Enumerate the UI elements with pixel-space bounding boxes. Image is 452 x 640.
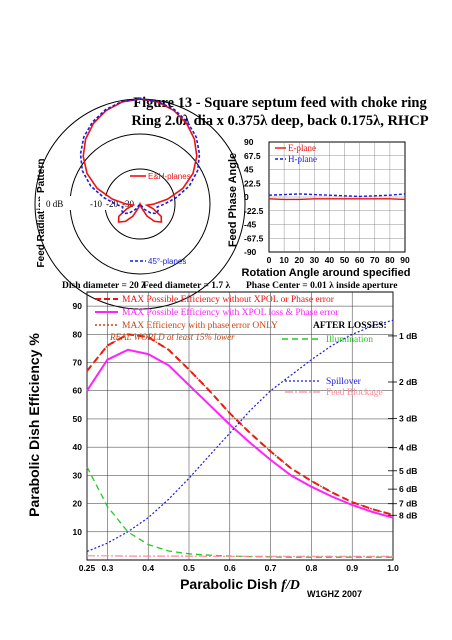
polar-ring-label: -10 xyxy=(90,199,102,209)
phase-ytick-label: 22.5 xyxy=(244,178,261,188)
eff-xtick-label: 0.9 xyxy=(346,563,358,573)
eff-ytick-label: 70 xyxy=(73,358,83,368)
phase-ytick-label: -90 xyxy=(244,247,257,257)
after-losses-title: AFTER LOSSES: xyxy=(313,321,387,331)
phase-xtick-label: 30 xyxy=(310,255,320,265)
phase-ytick-label: 45 xyxy=(244,165,254,175)
phase-xtick-label: 60 xyxy=(355,255,365,265)
phase-series-e-plane xyxy=(268,198,406,201)
phase-series-h-plane xyxy=(268,193,406,198)
eff-ytick-label: 60 xyxy=(73,386,83,396)
eff-series-no-xpol xyxy=(86,333,394,516)
eff-ytick-label: 20 xyxy=(73,499,83,509)
loss-label-blockage: Feed Blockage xyxy=(326,388,383,398)
polar-series-eh-planes xyxy=(82,98,198,223)
phase-ytick-label: -45 xyxy=(244,220,257,230)
feed-info: Feed diameter = 1.7 λ xyxy=(143,281,231,291)
eff-ylabel: Parabolic Dish Efficiency % xyxy=(26,333,42,517)
polar-legend-45: 45°-planes xyxy=(148,257,186,266)
loss-label-illumination: Illumination xyxy=(326,335,373,345)
phase-xtick-label: 10 xyxy=(279,255,289,265)
eff-series-illumination xyxy=(86,466,393,558)
phase-xtick-label: 50 xyxy=(340,255,350,265)
polar-ring-label: -20 xyxy=(106,199,118,209)
phase-ytick-label: -67.5 xyxy=(244,233,264,243)
loss-label-spillover: Spillover xyxy=(326,377,362,387)
figure-title-line1: Figure 13 - Square septum feed with chok… xyxy=(133,95,427,111)
polar-ring-label: 0 dB xyxy=(46,199,63,209)
phase-ytick-label: 67.5 xyxy=(244,151,261,161)
eff-xtick-label: 0.25 xyxy=(79,563,96,573)
eff-xlabel: Parabolic Dish f/D xyxy=(180,576,300,593)
credit: W1GHZ 2007 xyxy=(307,589,362,599)
figure-title-line2: Ring 2.0λ dia x 0.375λ deep, back 0.175λ… xyxy=(131,113,428,129)
phase-xtick-label: 0 xyxy=(267,255,272,265)
eff-series-spillover xyxy=(86,319,394,553)
eff-xtick-label: 0.8 xyxy=(305,563,317,573)
phase-ytick-label: -22.5 xyxy=(244,206,264,216)
polar-pattern-chart: Feed Radiation Pattern 0 dB -10 -20 -30 … xyxy=(34,98,246,310)
eff-legend-xpol: MAX Possible Efficiency with XPOL loss &… xyxy=(122,307,339,318)
eff-xtick-label: 0.4 xyxy=(142,563,154,573)
eff-legend-noxpol: MAX Possible Efficiency without XPOL or … xyxy=(122,294,335,305)
eff-db-label: 6 dB xyxy=(399,484,417,494)
eff-xtick-label: 0.3 xyxy=(101,563,113,573)
phase-ytick-label: 90 xyxy=(244,137,254,147)
phase-angle-chart: Feed Phase Angle 90 67.5 45 22.5 0 -22.5 -45 -6… xyxy=(227,137,410,279)
eff-ytick-label: 50 xyxy=(73,414,83,424)
dish-info: Dish diameter = 20 λ xyxy=(62,281,146,291)
phase-xlabel: Rotation Angle around specified xyxy=(242,267,411,279)
phase-ylabel: Feed Phase Angle xyxy=(227,153,239,247)
eff-xtick-label: 0.5 xyxy=(183,563,195,573)
eff-note: REAL WORLD at least 15% lower xyxy=(109,332,235,342)
eff-ytick-label: 40 xyxy=(73,442,83,452)
eff-db-label: 3 dB xyxy=(399,414,417,424)
phase-xtick-label: 40 xyxy=(325,255,335,265)
eff-db-label: 5 dB xyxy=(399,466,417,476)
eff-ytick-label: 10 xyxy=(73,527,83,537)
eff-db-label: 2 dB xyxy=(399,377,417,387)
phase-legend-e: E-plane xyxy=(288,143,316,153)
eff-db-label: 4 dB xyxy=(399,443,417,453)
eff-series-xpol xyxy=(86,348,394,519)
eff-db-label: 7 dB xyxy=(399,499,417,509)
eff-db-label: 1 dB xyxy=(399,331,417,341)
phase-ytick-label: 0 xyxy=(244,192,249,202)
phase-xtick-label: 20 xyxy=(294,255,304,265)
polar-ylabel: Feed Radiation Pattern xyxy=(36,159,47,268)
eff-ytick-label: 90 xyxy=(73,301,83,311)
eff-db-label: 8 dB xyxy=(399,510,417,520)
eff-legend-phase: MAX Efficiency with phase error ONLY xyxy=(122,320,278,331)
eff-xtick-label: 0.6 xyxy=(224,563,236,573)
eff-series-blockage xyxy=(87,555,393,557)
phase-xtick-label: 70 xyxy=(370,255,380,265)
eff-xtick-label: 1.0 xyxy=(387,563,399,573)
polar-legend-eh: E&H-planes xyxy=(148,172,191,181)
eff-xtick-label: 0.7 xyxy=(265,563,277,573)
eff-ytick-label: 30 xyxy=(73,470,83,480)
eff-series-phase-only xyxy=(86,333,394,516)
eff-ytick-label: 80 xyxy=(73,329,83,339)
phase-center-info: Phase Center = 0.01 λ inside aperture xyxy=(246,281,397,291)
eff-xlabel-fd: f/D xyxy=(281,578,300,593)
eff-xlabel-main: Parabolic Dish xyxy=(180,576,281,592)
phase-xtick-label: 80 xyxy=(385,255,395,265)
efficiency-chart: Parabolic Dish Efficiency % 90 80 70 60 50 40… xyxy=(26,291,417,593)
phase-xtick-label: 90 xyxy=(400,255,410,265)
phase-legend-h: H-plane xyxy=(288,154,317,164)
